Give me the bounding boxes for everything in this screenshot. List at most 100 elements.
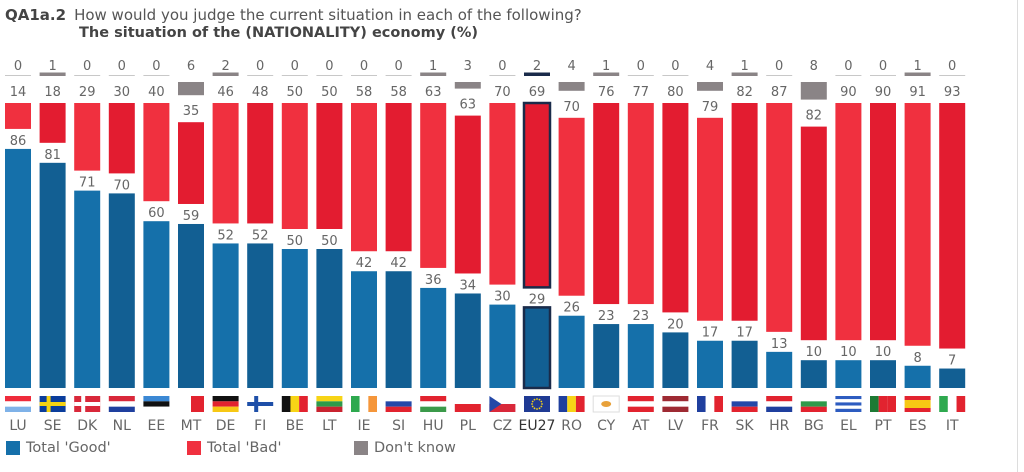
country-label-ro: RO bbox=[561, 418, 582, 434]
bar-bad-lu bbox=[5, 103, 31, 129]
bar-dont-know-dk bbox=[74, 75, 101, 76]
flag-lt-icon bbox=[316, 396, 343, 412]
country-label-it: IT bbox=[946, 418, 959, 434]
label-dont-know-at: 0 bbox=[637, 59, 645, 74]
bar-good-lu bbox=[5, 148, 31, 388]
label-bad-at: 77 bbox=[633, 85, 650, 100]
label-dont-know-sk: 1 bbox=[740, 59, 748, 74]
country-label-de: DE bbox=[216, 418, 236, 434]
label-dont-know-se: 1 bbox=[48, 59, 56, 74]
country-label-el: EL bbox=[840, 418, 857, 434]
label-good-lv: 20 bbox=[667, 317, 684, 332]
question-text: How would you judge the current situatio… bbox=[74, 6, 582, 24]
bar-good-nl bbox=[108, 193, 135, 388]
bar-bad-hr bbox=[766, 103, 793, 332]
chart-title: The situation of the (NATIONALITY) econo… bbox=[79, 25, 479, 41]
label-dont-know-dk: 0 bbox=[83, 59, 91, 74]
legend-label-bad: Total 'Bad' bbox=[207, 440, 282, 456]
country-label-cz: CZ bbox=[493, 418, 512, 434]
label-bad-pt: 90 bbox=[875, 85, 892, 100]
question-id: QA1a.2 bbox=[5, 6, 67, 24]
label-dont-know-de: 2 bbox=[221, 59, 229, 74]
label-bad-sk: 82 bbox=[736, 85, 753, 100]
label-good-el: 10 bbox=[840, 345, 857, 360]
bar-good-se bbox=[39, 162, 66, 388]
label-dont-know-ro: 4 bbox=[567, 59, 575, 74]
label-dont-know-lv: 0 bbox=[671, 59, 679, 74]
bar-bad-nl bbox=[108, 103, 135, 174]
flag-bg-icon bbox=[800, 396, 827, 412]
bar-dont-know-el bbox=[835, 75, 862, 76]
legend-item-good: Total 'Good' bbox=[6, 440, 111, 456]
label-bad-ro: 70 bbox=[563, 100, 580, 115]
label-good-lt: 50 bbox=[321, 234, 338, 249]
bar-good-sk bbox=[731, 340, 758, 388]
country-label-si: SI bbox=[392, 418, 405, 434]
bar-good-ee bbox=[143, 221, 170, 388]
bar-good-pt bbox=[870, 360, 896, 388]
flag-si-icon bbox=[385, 396, 412, 412]
label-bad-be: 50 bbox=[287, 85, 304, 100]
bar-bad-se bbox=[39, 103, 66, 143]
bar-dont-know-eu27 bbox=[524, 72, 550, 76]
bar-dont-know-lv bbox=[662, 75, 689, 76]
bar-dont-know-pl bbox=[454, 82, 481, 89]
label-bad-cz: 70 bbox=[494, 85, 511, 100]
bar-bad-lt bbox=[316, 103, 343, 229]
legend-item-bad: Total 'Bad' bbox=[187, 440, 281, 456]
bar-good-lt bbox=[316, 249, 343, 388]
bar-dont-know-fr bbox=[697, 82, 723, 91]
label-bad-lv: 80 bbox=[667, 85, 684, 100]
bar-dont-know-es bbox=[904, 72, 931, 76]
flag-pt-icon bbox=[870, 396, 896, 412]
bar-bad-de bbox=[212, 103, 239, 224]
flag-mt-icon bbox=[178, 396, 204, 412]
bar-dont-know-be bbox=[281, 75, 308, 76]
bar-good-fr bbox=[697, 340, 723, 388]
bar-bad-it bbox=[939, 103, 966, 349]
frame-border bbox=[1017, 0, 1018, 472]
bar-good-it bbox=[939, 368, 966, 388]
label-bad-se: 18 bbox=[44, 85, 61, 100]
bar-bad-pl bbox=[454, 115, 481, 274]
label-dont-know-pl: 3 bbox=[464, 59, 472, 74]
bar-good-at bbox=[627, 324, 654, 388]
label-bad-dk: 29 bbox=[79, 85, 96, 100]
label-good-hu: 36 bbox=[425, 273, 442, 288]
bar-dont-know-ie bbox=[351, 75, 377, 76]
country-label-lt: LT bbox=[322, 418, 337, 434]
label-dont-know-eu27: 2 bbox=[533, 59, 541, 74]
bar-dont-know-se bbox=[39, 72, 66, 76]
bar-bad-eu27 bbox=[522, 101, 552, 289]
country-label-mt: MT bbox=[181, 418, 202, 434]
label-good-ie: 42 bbox=[356, 256, 373, 271]
label-bad-ee: 40 bbox=[148, 85, 165, 100]
label-dont-know-fr: 4 bbox=[706, 59, 714, 74]
bar-bad-lv bbox=[662, 103, 689, 313]
label-dont-know-bg: 8 bbox=[810, 59, 818, 74]
flag-lu-icon bbox=[5, 396, 31, 412]
country-label-fr: FR bbox=[701, 418, 719, 434]
bar-dont-know-bg bbox=[800, 82, 827, 100]
bar-dont-know-at bbox=[627, 75, 654, 76]
country-label-at: AT bbox=[632, 418, 649, 434]
bar-good-ie bbox=[351, 271, 377, 388]
flag-ee-icon bbox=[143, 396, 170, 412]
country-label-sk: SK bbox=[736, 418, 755, 434]
bar-good-fi bbox=[247, 243, 274, 388]
flag-cy-icon bbox=[592, 395, 620, 413]
bar-good-mt bbox=[178, 223, 204, 388]
bar-dont-know-ee bbox=[143, 75, 170, 76]
bar-bad-ro bbox=[558, 117, 585, 296]
label-dont-know-es: 1 bbox=[913, 59, 921, 74]
bar-dont-know-pt bbox=[870, 75, 896, 76]
label-good-be: 50 bbox=[287, 234, 304, 249]
label-bad-es: 91 bbox=[909, 85, 926, 100]
label-good-it: 7 bbox=[948, 354, 956, 369]
flag-nl-icon bbox=[108, 396, 135, 412]
flag-lv-icon bbox=[662, 396, 689, 412]
label-bad-el: 90 bbox=[840, 85, 857, 100]
flag-at-icon bbox=[627, 396, 654, 412]
flag-se-icon bbox=[39, 396, 66, 412]
label-dont-know-el: 0 bbox=[844, 59, 852, 74]
